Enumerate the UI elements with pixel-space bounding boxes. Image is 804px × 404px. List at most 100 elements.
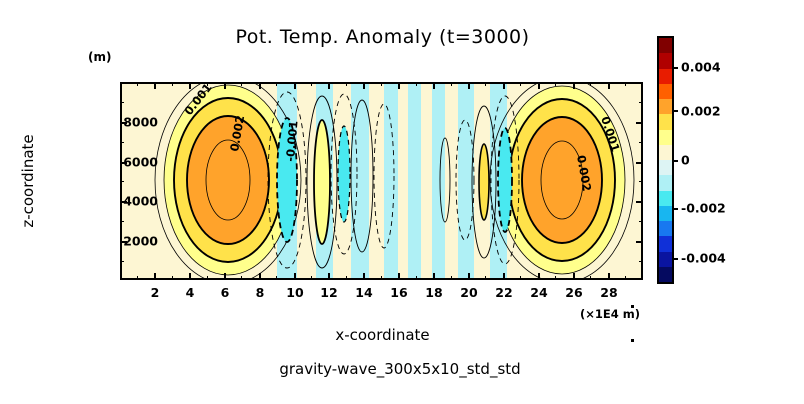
x-tick-label: 10: [286, 285, 304, 300]
x-minor-tick-top: [137, 82, 138, 86]
y-tick-right: [636, 241, 643, 243]
colorbar-segment: [659, 144, 672, 160]
x-minor-tick-top: [207, 82, 208, 86]
x-minor-tick-top: [520, 82, 521, 86]
x-tick-bottom: [154, 273, 156, 280]
x-minor-tick-bottom: [625, 276, 626, 280]
x-minor-tick-top: [451, 82, 452, 86]
y-tick-label: 2000: [123, 233, 158, 249]
y-minor-tick-right: [639, 221, 643, 222]
x-tick-top: [328, 82, 330, 89]
colorbar-segment: [659, 175, 672, 191]
x-tick-bottom: [573, 273, 575, 280]
x-minor-tick-bottom: [137, 276, 138, 280]
artifact-dot: [631, 339, 634, 342]
y-minor-tick-right: [639, 102, 643, 103]
colorbar-segment: [659, 68, 672, 84]
contour-label: 0.002: [574, 154, 594, 192]
colorbar-segment: [659, 99, 672, 115]
x-minor-tick-top: [555, 82, 556, 86]
x-tick-label: 2: [150, 285, 160, 300]
x-tick-top: [363, 82, 365, 89]
x-tick-bottom: [538, 273, 540, 280]
colorbar-label: 0.004: [681, 59, 721, 75]
colorbar-tick: [674, 258, 678, 260]
x-minor-tick-bottom: [451, 276, 452, 280]
y-tick-right: [636, 162, 643, 164]
colorbar-label: 0: [681, 152, 690, 168]
y-minor-tick-right: [639, 142, 643, 143]
y-minor-tick-left: [120, 142, 124, 143]
x-minor-tick-bottom: [241, 276, 242, 280]
x-tick-label: 14: [355, 285, 373, 300]
y-tick-left: [120, 201, 127, 203]
x-tick-top: [224, 82, 226, 89]
x-tick-label: 18: [425, 285, 443, 300]
x-tick-bottom: [224, 273, 226, 280]
x-tick-bottom: [503, 273, 505, 280]
y-minor-tick-left: [120, 181, 124, 182]
x-axis-title: x-coordinate: [335, 326, 430, 344]
right-positive-cell: [489, 84, 635, 278]
y-axis-title: z-coordinate: [19, 134, 37, 228]
x-tick-top: [468, 82, 470, 89]
y-tick-left: [120, 241, 127, 243]
x-minor-tick-top: [381, 82, 382, 86]
colorbar-segment: [659, 53, 672, 69]
colorbar-segment: [659, 190, 672, 206]
x-tick-label: 8: [255, 285, 265, 300]
y-minor-tick-left: [120, 261, 124, 262]
colorbar-segment: [659, 160, 672, 176]
x-minor-tick-bottom: [346, 276, 347, 280]
x-tick-top: [503, 82, 505, 89]
x-tick-bottom: [259, 273, 261, 280]
x-minor-tick-bottom: [381, 276, 382, 280]
colorbar-segment: [659, 251, 672, 267]
x-tick-bottom: [433, 273, 435, 280]
page-title: Pot. Temp. Anomaly (t=3000): [235, 26, 530, 48]
contour-label: 0.002: [227, 114, 247, 152]
colorbar-label: 0.002: [681, 103, 721, 119]
x-tick-label: 16: [390, 285, 408, 300]
y-tick-right: [636, 122, 643, 124]
x-minor-tick-top: [172, 82, 173, 86]
colorbar-segment: [659, 38, 672, 54]
colorbar-segment: [659, 205, 672, 221]
x-tick-label: 4: [185, 285, 195, 300]
x-minor-tick-bottom: [416, 276, 417, 280]
colorbar-segment: [659, 129, 672, 145]
x-tick-bottom: [328, 273, 330, 280]
x-tick-bottom: [294, 273, 296, 280]
x-minor-tick-bottom: [520, 276, 521, 280]
x-tick-label: 26: [565, 285, 583, 300]
x-minor-tick-bottom: [276, 276, 277, 280]
colorbar-segment: [659, 236, 672, 252]
x-minor-tick-top: [416, 82, 417, 86]
x-tick-label: 6: [220, 285, 230, 300]
x-tick-bottom: [363, 273, 365, 280]
x-tick-label: 20: [460, 285, 478, 300]
x-tick-label: 24: [530, 285, 548, 300]
x-minor-tick-bottom: [311, 276, 312, 280]
wave-train-contours: [267, 91, 520, 269]
y-tick-label: 8000: [123, 114, 158, 130]
x-minor-tick-bottom: [485, 276, 486, 280]
x-minor-tick-top: [276, 82, 277, 86]
x-tick-top: [294, 82, 296, 89]
colorbar-tick: [674, 110, 678, 112]
colorbar: [657, 36, 674, 284]
contour-field: 0.001 0.002 -0.001 0.001 0.002: [122, 84, 641, 278]
x-tick-bottom: [608, 273, 610, 280]
x-minor-tick-top: [625, 82, 626, 86]
y-axis-unit-label: (m): [88, 50, 112, 64]
x-tick-top: [259, 82, 261, 89]
y-tick-right: [636, 201, 643, 203]
colorbar-label: -0.004: [681, 250, 726, 266]
x-minor-tick-top: [241, 82, 242, 86]
y-minor-tick-right: [639, 181, 643, 182]
contour-plot-canvas: 0.001 0.002 -0.001 0.001 0.002: [122, 84, 641, 278]
x-minor-tick-top: [590, 82, 591, 86]
y-minor-tick-right: [639, 261, 643, 262]
y-tick-label: 6000: [123, 154, 158, 170]
